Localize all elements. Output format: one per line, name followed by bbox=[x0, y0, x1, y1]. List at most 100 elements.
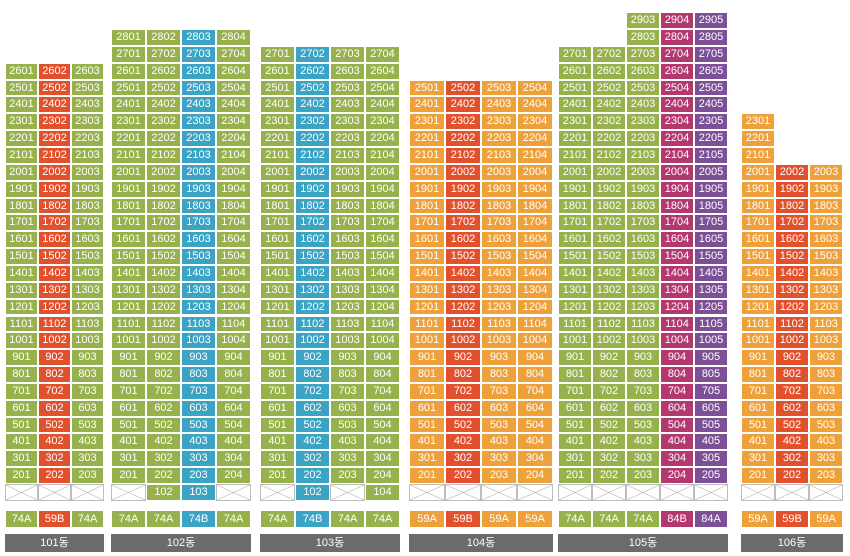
unit-cell: 601 bbox=[741, 399, 775, 417]
unit-cell: 801 bbox=[5, 366, 38, 383]
unit-cell: 1802 bbox=[445, 197, 481, 215]
unit-cell: 302 bbox=[445, 450, 481, 468]
unit-cell: 1203 bbox=[809, 298, 843, 316]
unit-cell: 1902 bbox=[775, 180, 809, 198]
unit-cell: 504 bbox=[365, 416, 400, 434]
unit-cell: 1601 bbox=[111, 231, 146, 249]
unit-cell: 1403 bbox=[330, 264, 365, 282]
unit-cell: 2203 bbox=[181, 130, 216, 147]
unit-type-label: 74A bbox=[71, 510, 104, 528]
unit-cell: 1804 bbox=[216, 197, 251, 215]
unit-cell: 304 bbox=[216, 450, 251, 468]
unit-cell: 604 bbox=[216, 399, 251, 417]
unit-cell: 2604 bbox=[660, 62, 694, 80]
unit-cell: 303 bbox=[809, 450, 843, 468]
unit-cell: 302 bbox=[592, 450, 626, 468]
unit-cell: 903 bbox=[330, 349, 365, 367]
unit-cell: 405 bbox=[694, 433, 728, 451]
unit-cell: 202 bbox=[445, 467, 481, 484]
unit-cell: 702 bbox=[146, 382, 181, 400]
unit-cell: 1801 bbox=[741, 197, 775, 215]
unit-cell: 401 bbox=[409, 433, 445, 451]
unit-cell: 1001 bbox=[741, 332, 775, 350]
unit-cell: 2605 bbox=[694, 62, 728, 80]
unit-cell: 1702 bbox=[592, 214, 626, 232]
unit-cell: 2702 bbox=[146, 45, 181, 63]
unit-cell: 2401 bbox=[409, 96, 445, 114]
unit-cell: 1601 bbox=[558, 231, 592, 249]
unit-cell: 901 bbox=[558, 349, 592, 367]
unit-cell: 1001 bbox=[111, 332, 146, 350]
unit-cell: 1303 bbox=[809, 281, 843, 299]
unit-cell: 1204 bbox=[365, 298, 400, 316]
unit-cell: 901 bbox=[741, 349, 775, 367]
unit-cell: 501 bbox=[741, 416, 775, 434]
unit-cell: 201 bbox=[558, 467, 592, 484]
unit-cell: 2301 bbox=[409, 113, 445, 131]
unit-cell: 903 bbox=[71, 349, 104, 367]
unit-cell: 1805 bbox=[694, 197, 728, 215]
unit-cell: 2704 bbox=[365, 45, 400, 63]
unit-cell: 301 bbox=[5, 450, 38, 468]
unit-cell: 1704 bbox=[517, 214, 553, 232]
unit-cell: 703 bbox=[481, 382, 517, 400]
unit-cell: 704 bbox=[216, 382, 251, 400]
unit-cell: 201 bbox=[5, 467, 38, 484]
unit-cell: 1703 bbox=[809, 214, 843, 232]
unit-cell: 704 bbox=[660, 382, 694, 400]
unit-cell: 1002 bbox=[445, 332, 481, 350]
unit-cell: 803 bbox=[626, 366, 660, 383]
unit-cell: 2102 bbox=[592, 147, 626, 164]
unit-cell: 1802 bbox=[592, 197, 626, 215]
empty-piloti-cell bbox=[445, 484, 481, 501]
unit-cell: 2603 bbox=[181, 62, 216, 80]
unit-cell: 2203 bbox=[330, 130, 365, 147]
unit-cell: 2004 bbox=[517, 163, 553, 181]
unit-cell: 1102 bbox=[295, 315, 330, 333]
unit-cell: 1903 bbox=[626, 180, 660, 198]
unit-cell: 2401 bbox=[558, 96, 592, 114]
unit-cell: 1301 bbox=[409, 281, 445, 299]
unit-cell: 401 bbox=[111, 433, 146, 451]
unit-cell: 1901 bbox=[5, 180, 38, 198]
unit-cell: 1501 bbox=[111, 248, 146, 265]
unit-cell: 2202 bbox=[592, 130, 626, 147]
unit-cell: 2603 bbox=[330, 62, 365, 80]
unit-cell: 1002 bbox=[295, 332, 330, 350]
unit-cell: 904 bbox=[517, 349, 553, 367]
unit-cell: 2701 bbox=[260, 45, 295, 63]
unit-cell: 1701 bbox=[409, 214, 445, 232]
unit-cell: 1103 bbox=[626, 315, 660, 333]
unit-cell: 702 bbox=[38, 382, 71, 400]
unit-cell: 1302 bbox=[295, 281, 330, 299]
unit-cell: 2003 bbox=[626, 163, 660, 181]
unit-cell: 1103 bbox=[71, 315, 104, 333]
unit-cell: 903 bbox=[481, 349, 517, 367]
unit-cell: 403 bbox=[626, 433, 660, 451]
unit-cell: 801 bbox=[741, 366, 775, 383]
unit-cell: 502 bbox=[775, 416, 809, 434]
unit-cell: 2503 bbox=[71, 79, 104, 97]
unit-cell: 603 bbox=[809, 399, 843, 417]
unit-cell: 2303 bbox=[330, 113, 365, 131]
unit-cell: 2002 bbox=[295, 163, 330, 181]
unit-cell: 1602 bbox=[295, 231, 330, 249]
unit-cell: 1501 bbox=[741, 248, 775, 265]
unit-cell: 2104 bbox=[517, 147, 553, 164]
unit-cell: 404 bbox=[365, 433, 400, 451]
unit-cell: 802 bbox=[445, 366, 481, 383]
unit-cell: 1001 bbox=[558, 332, 592, 350]
unit-cell: 1603 bbox=[181, 231, 216, 249]
unit-cell: 801 bbox=[409, 366, 445, 383]
unit-cell: 1101 bbox=[741, 315, 775, 333]
unit-cell: 1804 bbox=[365, 197, 400, 215]
unit-cell: 1403 bbox=[181, 264, 216, 282]
unit-cell: 1701 bbox=[260, 214, 295, 232]
unit-cell: 601 bbox=[558, 399, 592, 417]
unit-cell: 302 bbox=[775, 450, 809, 468]
unit-cell: 2403 bbox=[71, 96, 104, 114]
unit-cell: 501 bbox=[409, 416, 445, 434]
unit-cell: 303 bbox=[330, 450, 365, 468]
unit-cell: 703 bbox=[809, 382, 843, 400]
unit-cell: 102 bbox=[295, 484, 330, 501]
